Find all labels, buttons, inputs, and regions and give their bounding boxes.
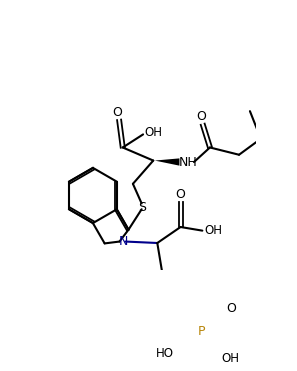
Text: NH: NH bbox=[179, 155, 198, 168]
Text: HO: HO bbox=[156, 347, 173, 360]
Text: OH: OH bbox=[144, 127, 162, 139]
Text: OH: OH bbox=[222, 352, 240, 365]
Text: O: O bbox=[113, 106, 123, 119]
Text: O: O bbox=[176, 188, 186, 201]
Text: OH: OH bbox=[204, 224, 222, 237]
Text: S: S bbox=[138, 201, 146, 214]
Text: N: N bbox=[119, 235, 128, 248]
Text: O: O bbox=[196, 111, 206, 124]
Text: O: O bbox=[226, 302, 236, 315]
Text: P: P bbox=[198, 325, 206, 338]
Polygon shape bbox=[155, 158, 179, 166]
